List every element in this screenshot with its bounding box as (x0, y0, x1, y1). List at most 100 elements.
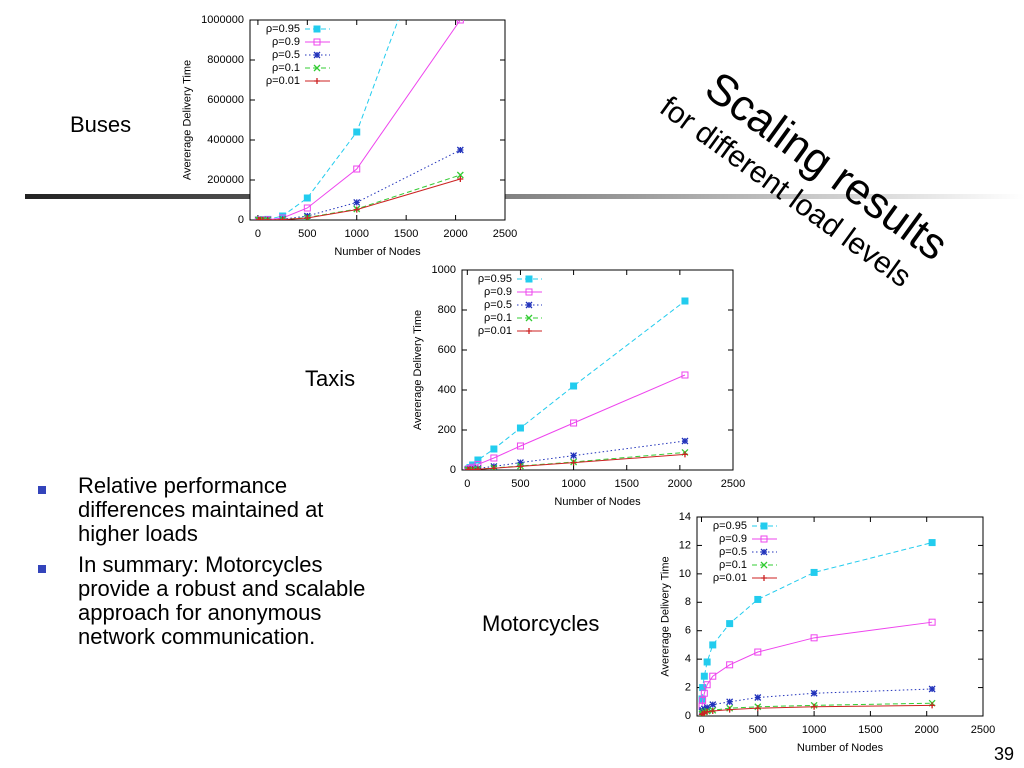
legend-marker (525, 314, 533, 322)
data-point (928, 539, 936, 547)
bullet-marker (38, 486, 46, 494)
legend-label: ρ=0.01 (478, 325, 512, 337)
y-tick-label: 12 (679, 539, 691, 551)
data-point (726, 698, 734, 706)
plot-frame (696, 516, 984, 717)
data-point (699, 696, 707, 704)
x-tick-label: 2500 (493, 228, 517, 240)
data-point (928, 618, 936, 626)
data-point (754, 648, 762, 656)
data-point (517, 463, 524, 470)
data-point (754, 694, 762, 701)
legend-marker (525, 301, 533, 309)
legend-label: ρ=0.01 (713, 572, 747, 584)
legend-marker (313, 25, 321, 33)
x-tick-label: 1000 (802, 724, 826, 736)
legend-label: ρ=0.5 (272, 49, 300, 61)
legend-marker (760, 522, 768, 530)
data-point (457, 176, 464, 182)
data-point (304, 215, 311, 220)
data-point (929, 702, 936, 709)
title-group: Scaling results for different load level… (654, 62, 957, 294)
data-point (811, 703, 818, 710)
x-tick-label: 2000 (668, 478, 692, 490)
data-point (681, 371, 689, 379)
legend-marker (525, 288, 533, 296)
legend-marker (313, 51, 321, 59)
x-tick-label: 1000 (345, 228, 369, 240)
data-point (700, 689, 708, 697)
chart: 0 2 4 6 8 10 12 14 0 500 1000 1500 2000 2500 Number of… (660, 511, 996, 754)
x-tick-label: 0 (464, 478, 470, 490)
legend-marker (760, 548, 768, 556)
legend-marker (760, 535, 768, 543)
chart-label: Buses (70, 112, 131, 137)
plot-area (254, 20, 464, 220)
legend-label: ρ=0.5 (719, 546, 747, 558)
data-point (353, 198, 361, 206)
data-point (681, 437, 689, 445)
page-number: 39 (994, 744, 1014, 764)
data-point (490, 454, 498, 462)
x-tick-label: 1500 (394, 228, 418, 240)
data-point (754, 595, 762, 603)
data-point (279, 214, 287, 220)
chart-label: Taxis (305, 366, 355, 391)
series-line (701, 542, 933, 699)
y-tick-label: 2 (685, 681, 691, 693)
data-point (810, 689, 818, 697)
y-tick-label: 8 (685, 596, 691, 608)
x-axis-label: Number of Nodes (797, 742, 884, 754)
y-tick-label: 14 (679, 511, 691, 523)
data-point (469, 466, 476, 470)
chart: 0 200000 400000 600000 800000 1000000 0 500 1000… (182, 14, 518, 258)
data-point (570, 452, 578, 460)
legend-label: ρ=0.95 (478, 273, 512, 285)
legend-marker (313, 64, 321, 72)
x-tick-label: 2500 (721, 478, 745, 490)
data-point (681, 451, 688, 458)
y-tick-label: 400 (438, 384, 456, 396)
data-point (703, 704, 711, 711)
data-point (810, 634, 818, 642)
legend-label: ρ=0.01 (266, 75, 300, 87)
data-point (709, 708, 716, 715)
legend-label: ρ=0.9 (272, 36, 300, 48)
plot-frame (249, 19, 506, 221)
x-tick-label: 1500 (858, 724, 882, 736)
data-point (928, 685, 936, 693)
y-tick-label: 800 (438, 304, 456, 316)
data-point (303, 194, 311, 202)
series-line (701, 621, 933, 707)
legend-marker (314, 78, 320, 84)
data-point (810, 568, 818, 576)
data-point (726, 620, 734, 628)
y-tick-label: 400000 (207, 134, 244, 146)
y-tick-label: 0 (450, 464, 456, 476)
y-tick-label: 600000 (207, 94, 244, 106)
x-axis-label: Number of Nodes (334, 246, 421, 258)
x-tick-label: 2000 (914, 724, 938, 736)
data-point (570, 382, 578, 390)
data-point (264, 216, 271, 220)
data-point (709, 701, 717, 709)
data-point (474, 456, 482, 464)
y-tick-label: 1000000 (201, 14, 244, 26)
x-tick-label: 500 (298, 228, 316, 240)
legend-marker (525, 275, 533, 283)
y-axis-label: Avererage Delivery Time (660, 556, 672, 676)
divider-bar (25, 194, 1024, 199)
data-point (353, 165, 361, 173)
x-tick-label: 1000 (561, 478, 585, 490)
data-point (700, 672, 708, 680)
data-point (703, 658, 711, 666)
legend-label: ρ=0.1 (272, 62, 300, 74)
data-point (709, 672, 717, 680)
legend-label: ρ=0.5 (484, 299, 512, 311)
x-tick-label: 0 (255, 228, 261, 240)
legend-label: ρ=0.1 (484, 312, 512, 324)
data-point (353, 206, 360, 213)
legend-label: ρ=0.95 (266, 23, 300, 35)
y-tick-label: 1000 (432, 264, 456, 276)
